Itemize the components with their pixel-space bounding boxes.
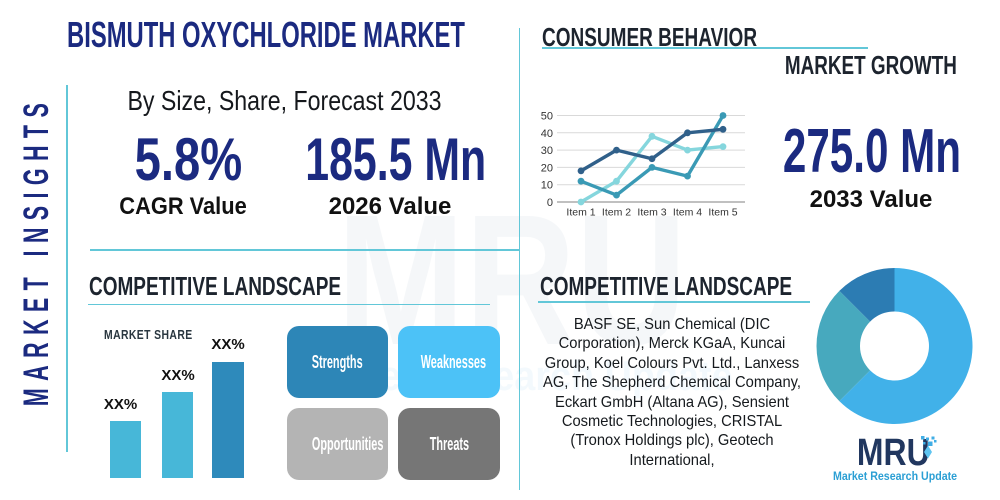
svg-text:Item 5: Item 5 bbox=[708, 207, 737, 219]
svg-text:Item 3: Item 3 bbox=[637, 207, 666, 219]
svg-text:30: 30 bbox=[541, 145, 553, 157]
svg-text:40: 40 bbox=[541, 128, 553, 140]
svg-text:50: 50 bbox=[541, 111, 553, 123]
svg-text:Item 1: Item 1 bbox=[566, 207, 595, 219]
svg-text:20: 20 bbox=[541, 162, 553, 174]
svg-text:0: 0 bbox=[547, 197, 553, 209]
svg-text:10: 10 bbox=[541, 180, 553, 192]
svg-text:Item 2: Item 2 bbox=[602, 207, 631, 219]
svg-text:Item 4: Item 4 bbox=[673, 207, 702, 219]
